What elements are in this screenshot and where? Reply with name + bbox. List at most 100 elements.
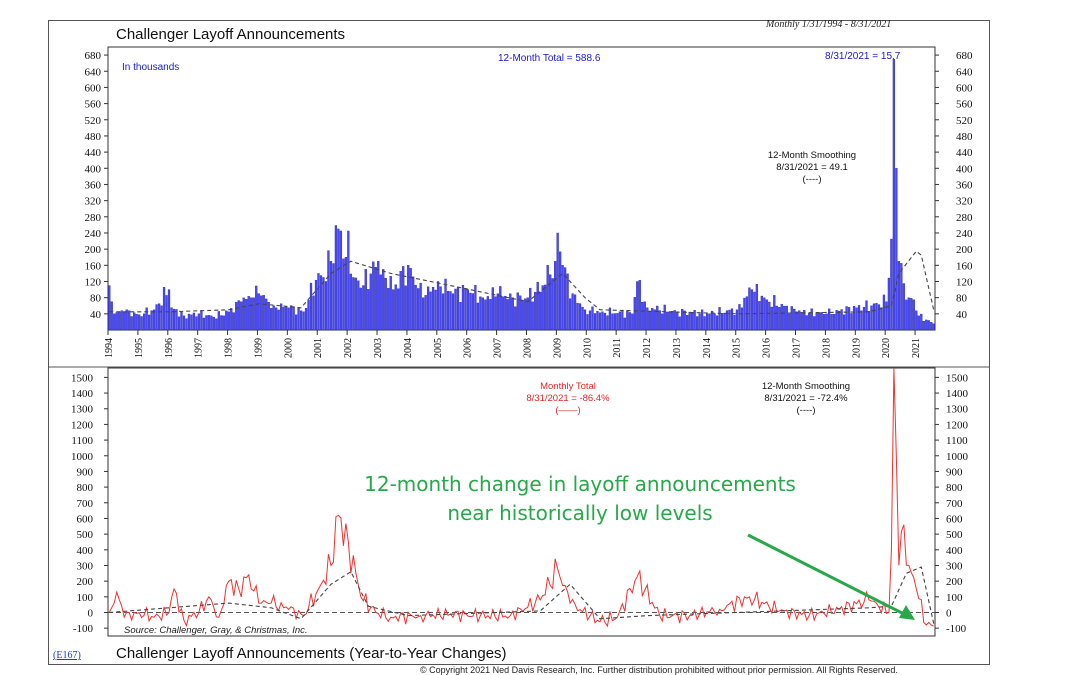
bar <box>895 168 898 331</box>
bar <box>586 314 589 331</box>
bar <box>910 298 913 331</box>
bar <box>275 307 278 331</box>
bar <box>284 306 288 331</box>
bar <box>294 314 298 331</box>
bar <box>247 296 250 331</box>
bar <box>138 314 141 331</box>
latest-value-label: 8/31/2021 = 15.7 <box>825 51 901 62</box>
bar <box>392 289 395 331</box>
bar <box>793 308 796 331</box>
x-tick-label: 2003 <box>373 338 384 358</box>
bar <box>581 306 584 331</box>
bar <box>636 281 639 331</box>
bar <box>439 286 442 331</box>
bar <box>691 312 694 331</box>
bar <box>713 313 716 331</box>
bar <box>865 300 868 331</box>
bar <box>753 291 756 331</box>
bar <box>765 299 768 331</box>
bar <box>755 284 759 331</box>
bar <box>710 310 714 331</box>
y-tick-label-right: 900 <box>946 466 963 478</box>
bar <box>823 314 826 331</box>
x-tick-label: 2005 <box>433 338 444 358</box>
units-note: In thousands <box>122 62 180 73</box>
bar <box>237 300 240 331</box>
y-tick-label-left: 900 <box>77 466 94 478</box>
bar <box>207 315 211 331</box>
bar <box>414 284 417 331</box>
bar <box>725 310 729 331</box>
bar <box>882 294 886 331</box>
bar <box>108 285 111 331</box>
bar <box>145 307 148 331</box>
bar-series <box>108 58 935 331</box>
bar <box>700 309 704 331</box>
monthly-total-label: Monthly Total <box>540 381 596 392</box>
x-tick-label: 2021 <box>911 338 922 358</box>
bar <box>723 312 726 331</box>
y-tick-label-left: 240 <box>85 228 102 240</box>
bar <box>576 302 579 331</box>
bar <box>519 295 522 331</box>
y-tick-label-left: 120 <box>85 276 102 288</box>
y-tick-label-left: 800 <box>77 482 94 494</box>
smoothing-line-bottom <box>109 566 935 624</box>
bar <box>671 311 674 331</box>
bar <box>621 311 624 331</box>
y-tick-label-right: 500 <box>946 529 963 541</box>
bar <box>578 303 582 331</box>
x-tick-label: 2002 <box>343 338 354 358</box>
bar <box>932 323 935 331</box>
bar <box>763 297 766 331</box>
y-tick-label-left: 80 <box>90 293 102 305</box>
bar <box>668 311 671 331</box>
x-tick-label: 2006 <box>463 338 474 358</box>
bar <box>142 313 146 331</box>
bar <box>748 287 751 331</box>
y-tick-label-right: 1400 <box>946 388 969 400</box>
bar <box>783 305 786 331</box>
x-tick-label: 2000 <box>283 338 294 358</box>
bar <box>424 295 427 331</box>
y-tick-label-right: 40 <box>956 309 968 321</box>
bar <box>476 302 480 331</box>
bar <box>880 307 883 331</box>
bar <box>404 285 407 331</box>
y-tick-label-left: 1300 <box>71 404 94 416</box>
bar <box>230 308 233 331</box>
bar <box>302 311 305 331</box>
x-tick-label: 2015 <box>732 338 743 358</box>
x-tick-label: 2018 <box>821 338 832 358</box>
bar <box>915 310 918 331</box>
top-smoothing-label: 12-Month Smoothing <box>767 150 857 161</box>
bar <box>307 300 310 331</box>
x-tick-label: 1998 <box>224 338 235 358</box>
bar <box>676 311 679 331</box>
x-tick-label: 1997 <box>194 338 205 358</box>
bar <box>352 277 355 331</box>
bar <box>162 287 166 331</box>
bar <box>603 312 607 331</box>
bar <box>431 286 435 331</box>
bar <box>638 280 641 331</box>
bar <box>265 298 268 331</box>
bar <box>262 295 265 331</box>
y-tick-label-left: 200 <box>77 576 94 588</box>
y-tick-label-left: 1400 <box>71 388 94 400</box>
bar <box>387 288 390 331</box>
bar <box>113 313 116 331</box>
bar <box>673 310 676 331</box>
chart-id-link[interactable]: (E167) <box>53 650 81 661</box>
bar <box>768 301 771 331</box>
bar <box>349 273 352 331</box>
bar <box>830 314 833 331</box>
x-tick-label: 2011 <box>612 338 623 358</box>
bar <box>255 285 258 331</box>
bar <box>128 310 131 331</box>
y-tick-label-right: 1200 <box>946 419 969 431</box>
bar <box>469 292 472 331</box>
bar <box>444 278 447 331</box>
bar <box>359 287 362 331</box>
bar <box>521 299 524 331</box>
